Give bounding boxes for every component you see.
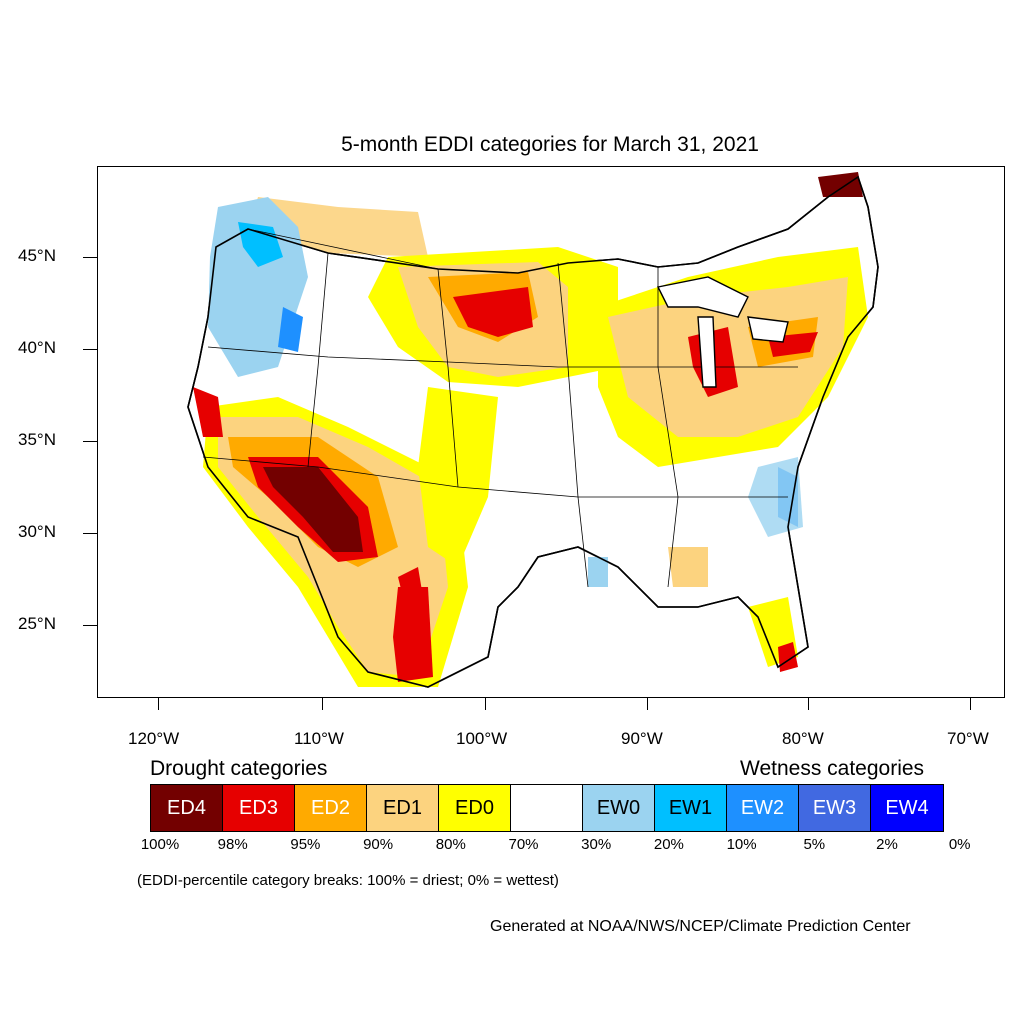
x-tickmark: [647, 697, 648, 710]
x-tick-label: 120°W: [128, 729, 180, 748]
x-tickmark: [970, 697, 971, 710]
legend-box-ew4: EW4: [871, 785, 943, 831]
legend-box-neutral: [511, 785, 583, 831]
legend-box-ew3: EW3: [799, 785, 871, 831]
legend-break-label: 80%: [435, 836, 466, 853]
legend-break-label: 2%: [876, 836, 898, 853]
y-tick-label: 30°N: [18, 522, 56, 541]
legend-box-ed1: ED1: [367, 785, 439, 831]
legend-box-ew1: EW1: [655, 785, 727, 831]
x-tick-label: 90°W: [621, 729, 663, 748]
legend-box-ed3: ED3: [223, 785, 295, 831]
y-tick-label: 45°N: [18, 246, 56, 265]
legend-break-label: 90%: [363, 836, 394, 853]
legend-break-label: 5%: [803, 836, 826, 853]
x-tickmark: [808, 697, 809, 710]
legend-break-label: 30%: [581, 836, 612, 853]
map-title: 5-month EDDI categories for March 31, 20…: [341, 133, 759, 156]
credit-line: Generated at NOAA/NWS/NCEP/Climate Predi…: [490, 918, 911, 935]
y-tick-label: 40°N: [18, 338, 56, 357]
y-tickmark: [83, 257, 97, 258]
map-frame: [97, 166, 1005, 698]
y-tick-label: 25°N: [18, 614, 56, 633]
legend-bar: ED4 ED3 ED2 ED1 ED0 EW0 EW1 EW2 EW3 EW4: [150, 784, 944, 832]
legend-box-ew2: EW2: [727, 785, 799, 831]
drought-heading: Drought categories: [150, 757, 328, 780]
legend-break-label: 0%: [948, 836, 971, 853]
x-tick-label: 110°W: [294, 729, 344, 748]
eddi-map: [187, 172, 879, 688]
y-tickmark: [83, 349, 97, 350]
legend-break-label: 95%: [290, 836, 321, 853]
legend-break-label: 98%: [217, 836, 248, 853]
legend-box-ed0: ED0: [439, 785, 511, 831]
y-tick-label: 35°N: [18, 430, 56, 449]
y-tickmark: [83, 441, 97, 442]
legend-box-ed2: ED2: [295, 785, 367, 831]
x-tick-label: 100°W: [456, 729, 508, 748]
x-tick-label: 70°W: [947, 729, 989, 748]
legend-break-label: 100%: [140, 836, 180, 853]
y-tickmark: [83, 533, 97, 534]
y-tickmark: [83, 625, 97, 626]
central-plains-dry: [418, 387, 498, 567]
legend-box-ed4: ED4: [151, 785, 223, 831]
legend-break-label: 70%: [508, 836, 539, 853]
state-boundaries: [202, 228, 798, 588]
x-tick-label: 80°W: [782, 729, 824, 748]
x-tickmark: [485, 697, 486, 710]
x-tickmark: [322, 697, 323, 710]
legend-break-label: 20%: [653, 836, 684, 853]
x-tickmark: [158, 697, 159, 710]
wetness-heading: Wetness categories: [740, 757, 925, 780]
legend-break-label: 10%: [726, 836, 757, 853]
legend-box-ew0: EW0: [583, 785, 655, 831]
category-note: (EDDI-percentile category breaks: 100% =…: [137, 872, 559, 889]
